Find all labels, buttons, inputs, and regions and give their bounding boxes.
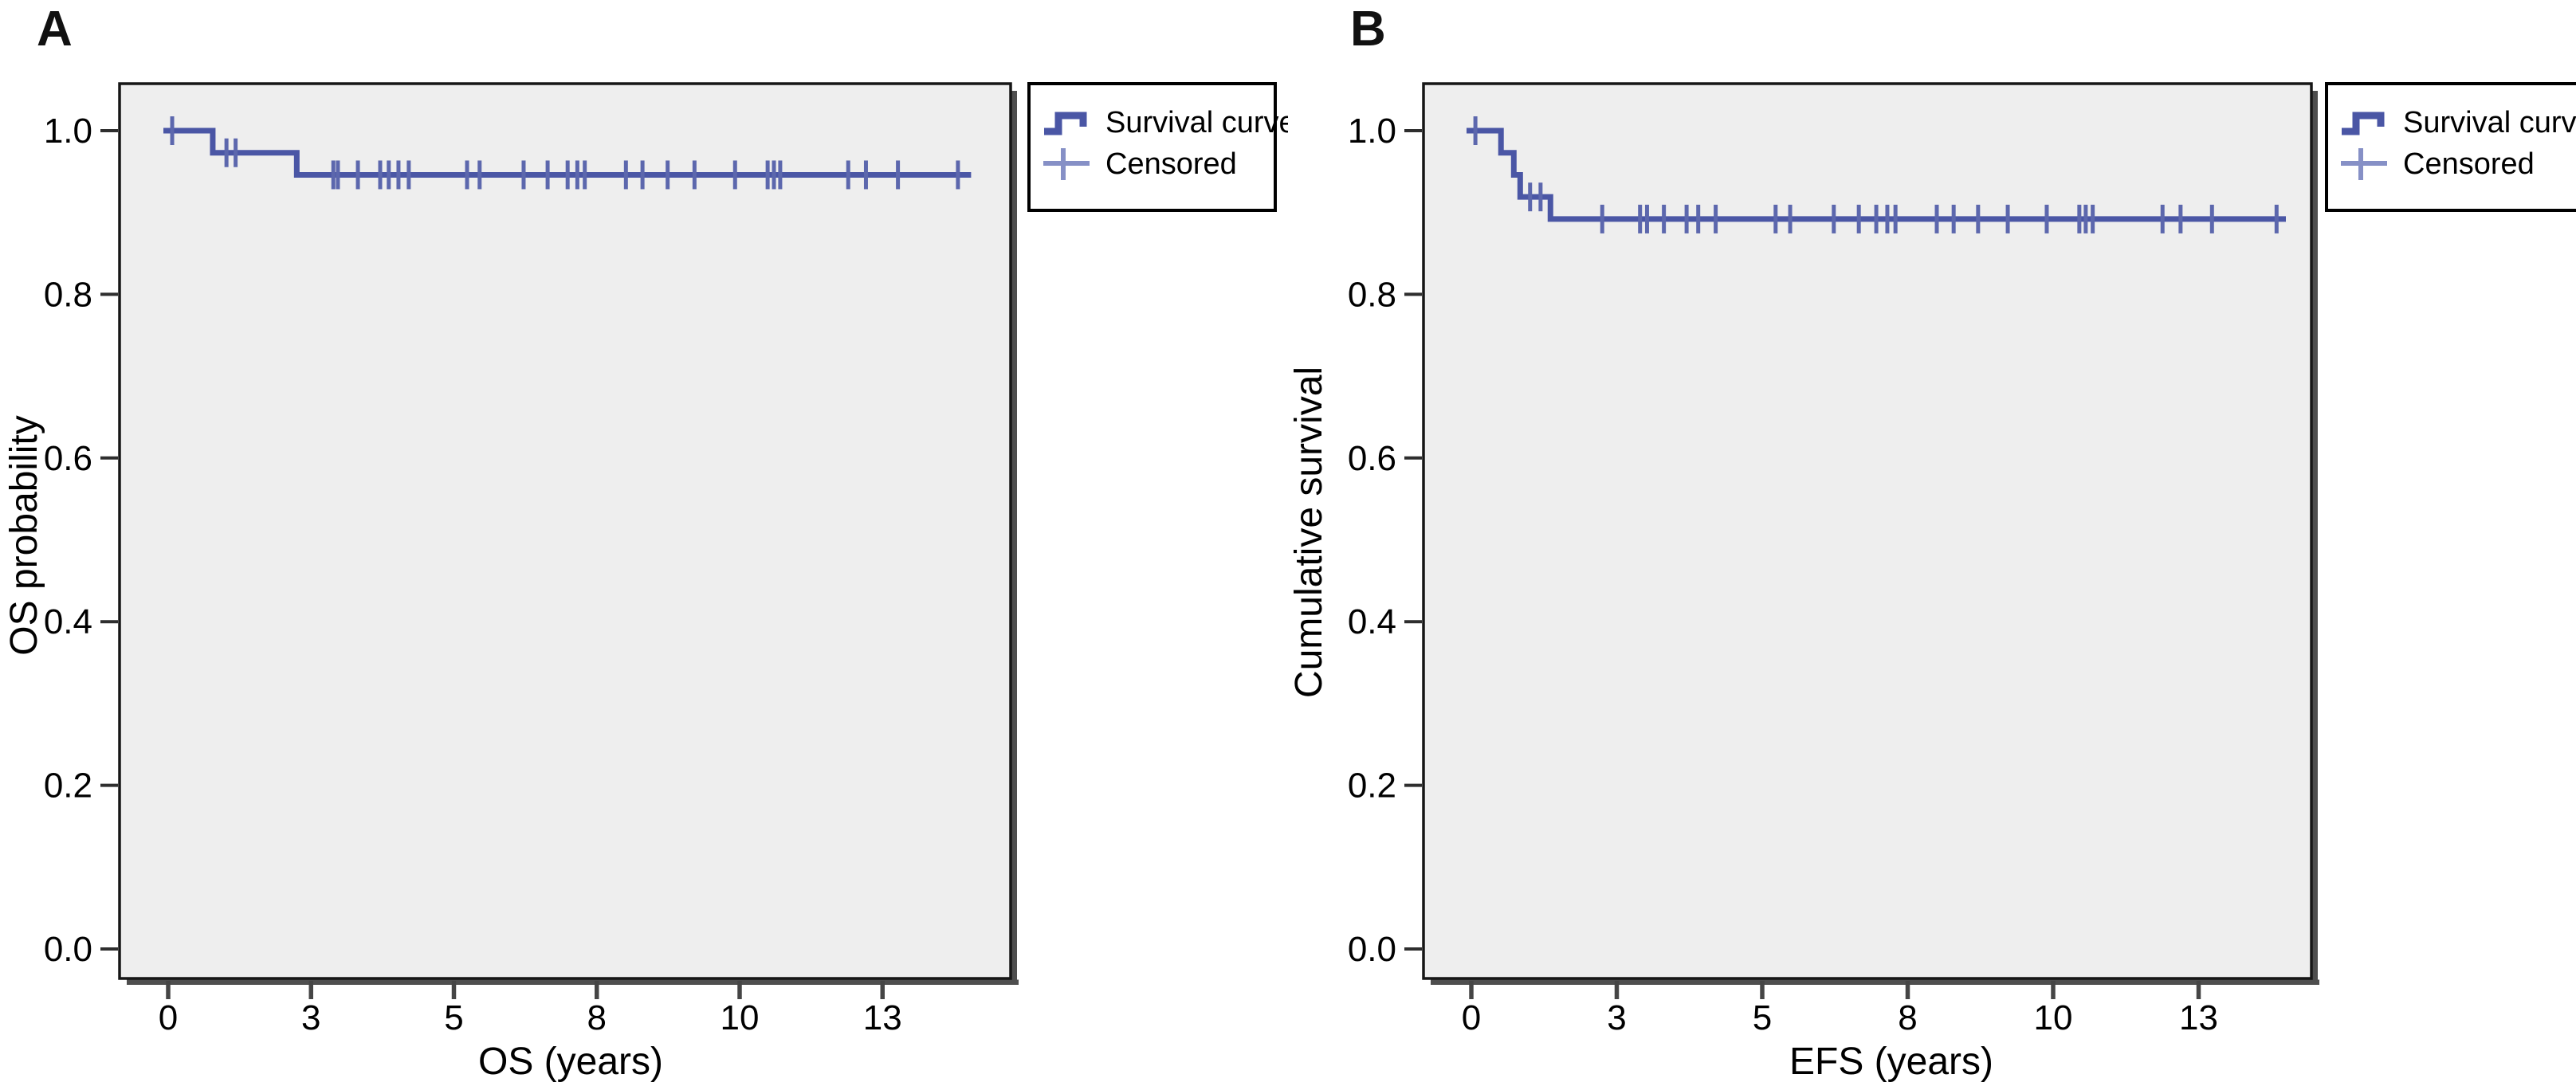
legend-entry-survival-curve: Survival curve	[2328, 102, 2576, 143]
x-tick-label: 8	[587, 998, 607, 1037]
x-axis: 0 3 5 8 10 13	[159, 981, 902, 1037]
plus-icon	[1043, 148, 1090, 180]
y-tick-label: 1.0	[1348, 112, 1396, 151]
km-chart-efs: 1.0 0.8 0.6 0.4 0.2 0.0 0 3 5 8 10 13 EFS (years) Cum…	[1288, 82, 2319, 1083]
legend-panel-a: Survival curve Censored	[1027, 82, 1288, 212]
censor-marks	[1473, 116, 2279, 233]
x-tick-label: 5	[1753, 998, 1772, 1037]
x-axis-title: OS (years)	[478, 1041, 663, 1083]
survival-curve	[1467, 127, 2286, 222]
y-tick-label: 0.4	[1348, 602, 1396, 641]
y-axis: 1.0 0.8 0.6 0.4 0.2 0.0	[1348, 112, 1422, 969]
step-line-icon	[1044, 112, 1087, 135]
x-tick-label: 0	[159, 998, 178, 1037]
x-tick-label: 13	[2179, 998, 2218, 1037]
y-tick-label: 0.4	[44, 602, 92, 641]
x-tick-label: 0	[1462, 998, 1481, 1037]
frame-shadow-bottom	[127, 979, 1019, 985]
panel-b: 1.0 0.8 0.6 0.4 0.2 0.0 0 3 5 8 10 13 EFS (years) Cum…	[1288, 0, 2576, 1090]
plot-frame	[118, 82, 1012, 980]
legend-entry-censored: Censored	[1031, 143, 1274, 185]
frame-shadow-right	[1011, 91, 1017, 984]
x-tick-label: 10	[721, 998, 760, 1037]
y-tick-label: 0.0	[1348, 930, 1396, 969]
y-axis: 1.0 0.8 0.6 0.4 0.2 0.0	[44, 112, 118, 969]
plot-frame	[1422, 82, 2313, 980]
x-tick-label: 13	[863, 998, 902, 1037]
x-tick-label: 3	[1607, 998, 1626, 1037]
panel-a: 1.0 0.8 0.6 0.4 0.2 0.0 0 3 5 8 10 13 OS (years) OS p…	[3, 2, 1288, 1084]
x-tick-label: 8	[1898, 998, 1917, 1037]
y-tick-label: 0.2	[44, 767, 92, 806]
legend-entry-censored: Censored	[2328, 143, 2576, 185]
legend-label-censored: Censored	[2403, 147, 2535, 181]
plus-icon	[2341, 148, 2387, 180]
x-tick-label: 10	[2034, 998, 2073, 1037]
frame-shadow-right	[2312, 91, 2318, 984]
x-axis-title: EFS (years)	[1789, 1041, 1993, 1083]
frame-shadow-bottom	[1431, 979, 2319, 985]
legend-label-survival-curve: Survival curve	[2403, 105, 2576, 139]
x-axis: 0 3 5 8 10 13	[1462, 981, 2218, 1037]
y-axis-title: OS probability	[3, 415, 45, 655]
y-tick-label: 0.2	[1348, 767, 1396, 806]
y-tick-label: 0.0	[44, 930, 92, 969]
y-tick-label: 0.6	[1348, 439, 1396, 478]
legend-label-survival-curve: Survival curve	[1105, 105, 1288, 139]
y-tick-label: 1.0	[44, 112, 92, 151]
plot-area	[120, 84, 1011, 978]
step-line-icon	[2342, 112, 2385, 135]
panel-letter-a: A	[37, 2, 73, 57]
legend-label-censored: Censored	[1105, 147, 1237, 181]
km-chart-os: 1.0 0.8 0.6 0.4 0.2 0.0 0 3 5 8 10 13 OS (years) OS p…	[3, 82, 1019, 1083]
y-tick-label: 0.8	[1348, 275, 1396, 314]
x-tick-label: 5	[444, 998, 463, 1037]
y-axis-title: Cumulative survival	[1288, 367, 1330, 698]
panel-letter-b: B	[1350, 2, 1386, 57]
legend-entry-survival-curve: Survival curve	[1031, 102, 1288, 143]
legend-panel-b: Survival curve Censored	[2325, 82, 2576, 212]
y-tick-label: 0.6	[44, 439, 92, 478]
censor-marks	[170, 116, 960, 190]
x-tick-label: 3	[301, 998, 320, 1037]
y-tick-label: 0.8	[44, 275, 92, 314]
